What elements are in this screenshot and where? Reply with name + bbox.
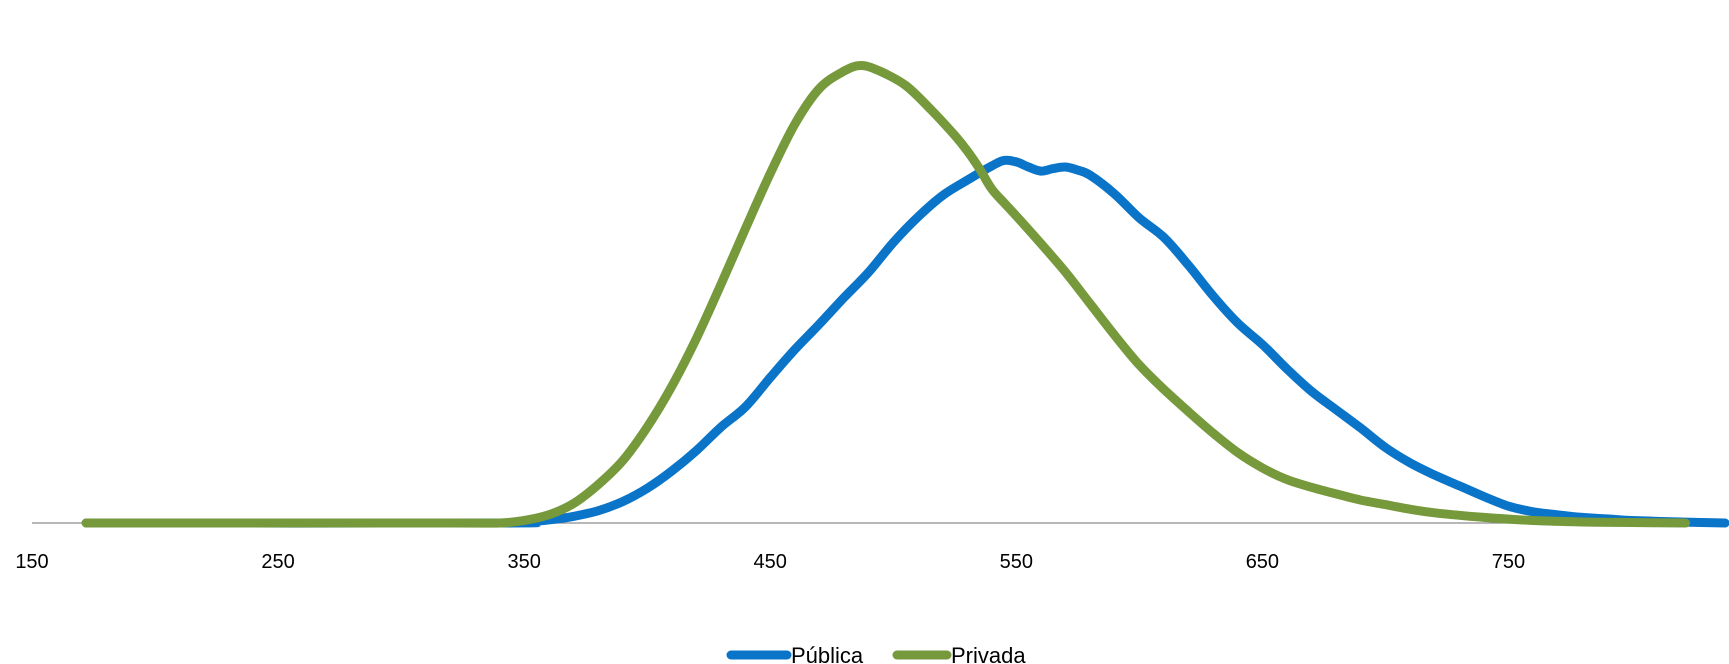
x-tick-label: 150: [15, 551, 48, 573]
x-tick-label: 650: [1246, 551, 1279, 573]
x-tick-label: 350: [507, 551, 540, 573]
series-line-publica: [81, 155, 1729, 528]
legend-label-privada: Privada: [951, 643, 1026, 664]
x-tick-label: 450: [754, 551, 787, 573]
legend-label-publica: Pública: [791, 643, 864, 664]
x-tick-labels: 150 250 350 450 550 650 750: [15, 551, 1525, 573]
legend: Pública Privada: [726, 643, 1026, 664]
series-line-privada: [81, 61, 1691, 528]
x-tick-label: 750: [1492, 551, 1525, 573]
x-tick-label: 250: [261, 551, 294, 573]
x-tick-label: 550: [1000, 551, 1033, 573]
series-layer: [81, 61, 1729, 528]
